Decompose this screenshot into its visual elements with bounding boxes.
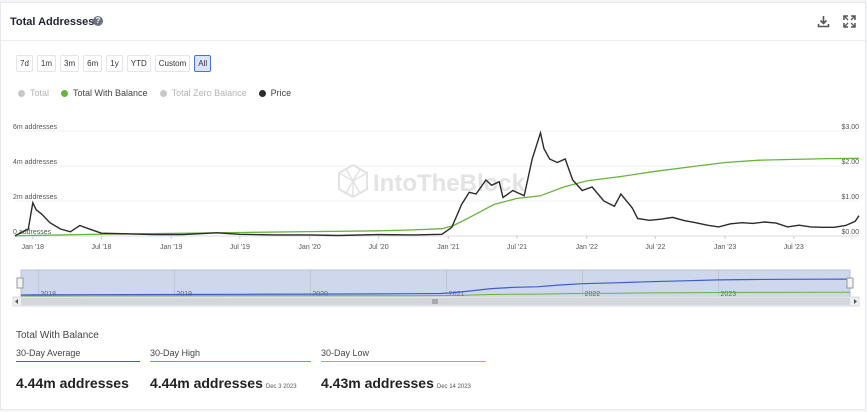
navigator-tick-label: 2021: [449, 291, 465, 298]
range-custom-button[interactable]: Custom: [154, 55, 191, 72]
stat-value-wrap: 4.44m addresses: [16, 375, 140, 391]
range-all-button[interactable]: All: [194, 55, 212, 72]
stat-value: 4.44m addresses: [150, 375, 263, 391]
legend-label: Total: [30, 88, 50, 98]
x-tick-label: Jan '21: [437, 244, 459, 251]
scroll-right-icon: [854, 299, 857, 304]
time-range-selector: 7d 1m 3m 6m 1y YTD Custom All: [16, 55, 212, 72]
fullscreen-icon[interactable]: [843, 15, 856, 28]
range-1m-button[interactable]: 1m: [36, 55, 57, 72]
x-tick-label: Jan '20: [298, 244, 320, 251]
watermark: IntoTheBlock: [338, 163, 526, 199]
stat-label: 30-Day High: [150, 348, 201, 358]
help-icon[interactable]: ?: [93, 16, 103, 26]
stat-label: 30-Day Average: [16, 348, 81, 358]
series-line-price: [14, 130, 860, 237]
range-ytd-button[interactable]: YTD: [126, 55, 151, 72]
stat-value: 4.43m addresses: [321, 375, 434, 391]
stat-label: 30-Day Low: [321, 348, 370, 358]
legend-label: Total Zero Balance: [171, 88, 247, 98]
y-left-tick-label: 2m addresses: [13, 194, 57, 201]
stat-underline: [321, 361, 486, 362]
card-header: Total Addresses ?: [1, 3, 865, 41]
stat-value: 4.44m addresses: [16, 375, 129, 391]
x-tick-label: Jan '19: [160, 244, 182, 251]
legend-item-total-zero-balance[interactable]: Total Zero Balance: [159, 88, 247, 98]
y-right-tick-label: $2.00: [841, 159, 859, 166]
range-7d-button[interactable]: 7d: [16, 55, 33, 72]
chart-legend: Total Total With Balance Total Zero Bala…: [18, 88, 291, 98]
y-right-tick-label: $1.00: [841, 194, 859, 201]
y-right-tick-label: $3.00: [841, 124, 859, 131]
y-left-tick-label: 4m addresses: [13, 159, 57, 166]
chart-plot: IntoTheBlock 0 addresses $0.00 2m addresse…: [12, 124, 860, 307]
stat-date: Dec 3 2023: [265, 384, 297, 390]
legend-item-price[interactable]: Price: [258, 88, 292, 98]
x-tick-label: Jan '22: [576, 244, 598, 251]
legend-label: Price: [270, 88, 292, 98]
x-tick-label: Jul '23: [784, 244, 804, 251]
stat-30-day-high: 30-Day High 4.44m addresses Dec 3 2023: [150, 348, 311, 391]
x-tick-label: Jul '19: [230, 244, 250, 251]
stat-value-wrap: 4.44m addresses Dec 3 2023: [150, 375, 311, 391]
scroll-grip-icon: [432, 299, 438, 304]
range-3m-button[interactable]: 3m: [60, 55, 80, 72]
y-left-tick-label: 6m addresses: [13, 124, 57, 131]
legend-dot: [18, 89, 25, 97]
legend-dot: [258, 89, 266, 97]
navigator-scrollbar-thumb: [21, 298, 850, 305]
stat-30-day-average: 30-Day Average 4.44m addresses: [16, 348, 140, 391]
chart-title: Total Addresses: [10, 16, 95, 28]
stat-30-day-low: 30-Day Low 4.43m addresses Dec 14 2023: [321, 348, 486, 391]
legend-item-total-with-balance[interactable]: Total With Balance: [61, 88, 148, 98]
download-icon[interactable]: [817, 15, 830, 28]
x-tick-label: Jul '20: [369, 244, 389, 251]
stat-underline: [16, 361, 140, 362]
stats-title: Total With Balance: [16, 330, 99, 341]
navigator-right-handle: [846, 277, 854, 289]
x-tick-label: Jul '18: [91, 244, 111, 251]
x-tick-label: Jan '23: [714, 244, 736, 251]
legend-item-total[interactable]: Total: [18, 88, 49, 98]
x-tick-label: Jul '22: [645, 244, 665, 251]
navigator-left-handle: [16, 277, 24, 289]
x-tick-label: Jul '21: [507, 244, 527, 251]
watermark-text: IntoTheBlock: [373, 170, 526, 197]
stat-underline: [150, 361, 311, 362]
scroll-left-icon: [15, 299, 18, 304]
legend-dot: [61, 89, 69, 97]
navigator-tick-label: 2022: [585, 291, 601, 298]
navigator-tick-label: 2023: [721, 291, 737, 298]
navigator-series: [20, 278, 851, 296]
range-1y-button[interactable]: 1y: [106, 55, 123, 72]
watermark-logo-icon: [338, 163, 368, 199]
x-tick-label: Jan '18: [22, 244, 44, 251]
y-right-tick-label: $0.00: [841, 229, 859, 236]
legend-label: Total With Balance: [73, 88, 148, 98]
y-left-tick-label: 0 addresses: [13, 229, 52, 236]
series-line-total-with-balance: [14, 157, 860, 237]
range-6m-button[interactable]: 6m: [83, 55, 103, 72]
stat-value-wrap: 4.43m addresses Dec 14 2023: [321, 375, 486, 391]
legend-dot: [159, 89, 167, 97]
navigator-series: [21, 291, 850, 297]
stat-date: Dec 14 2023: [436, 384, 471, 390]
